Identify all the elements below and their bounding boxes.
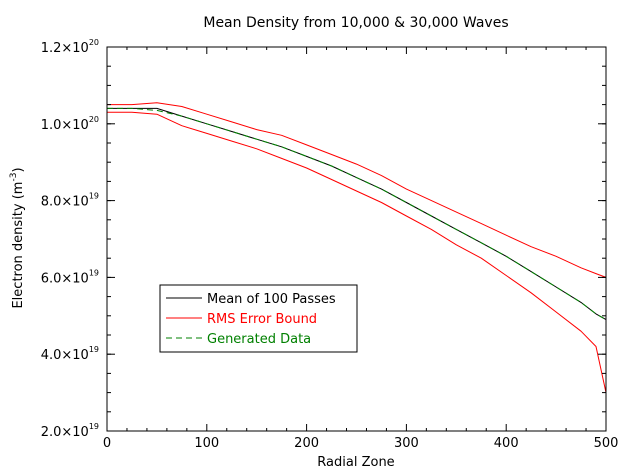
x-tick-label-4: 400 [494, 436, 519, 451]
y-tick-label-1: 4.0×1019 [41, 345, 99, 363]
y-axis-label: Electron density (m-3) [9, 167, 26, 308]
series-layer [107, 102, 607, 393]
series-line-1 [107, 102, 607, 278]
x-tick-label-5: 500 [594, 436, 619, 451]
y-tick-label-2: 6.0×1019 [41, 268, 99, 286]
axis-ticks: 0 100 200 300 400 500 2.0×1019 4.0×1019 6.0×1019… [41, 38, 619, 451]
x-axis-label: Radial Zone [317, 455, 394, 470]
y-axis-label-main: Electron density (m [11, 182, 26, 309]
series-line-3 [107, 107, 607, 321]
x-tick-label-0: 0 [103, 436, 111, 451]
y-tick-label-4: 1.0×1020 [41, 115, 99, 133]
y-axis-label-exponent: -3 [9, 173, 19, 182]
x-tick-label-1: 100 [194, 436, 219, 451]
legend: Mean of 100 Passes RMS Error Bound Generat… [159, 284, 358, 353]
legend-label-1: RMS Error Bound [207, 312, 317, 327]
y-tick-label-3: 8.0×1019 [41, 192, 99, 210]
x-tick-label-3: 300 [394, 436, 419, 451]
series-line-2 [107, 111, 607, 393]
legend-label-0: Mean of 100 Passes [207, 292, 336, 307]
legend-label-2: Generated Data [207, 332, 311, 347]
x-tick-label-2: 200 [294, 436, 319, 451]
chart-title: Mean Density from 10,000 & 30,000 Waves [203, 15, 508, 31]
plot-frame [106, 46, 607, 432]
y-tick-label-5: 1.2×1020 [41, 38, 99, 56]
y-axis-label-close: ) [11, 167, 26, 172]
y-tick-label-0: 2.0×1019 [41, 422, 99, 440]
